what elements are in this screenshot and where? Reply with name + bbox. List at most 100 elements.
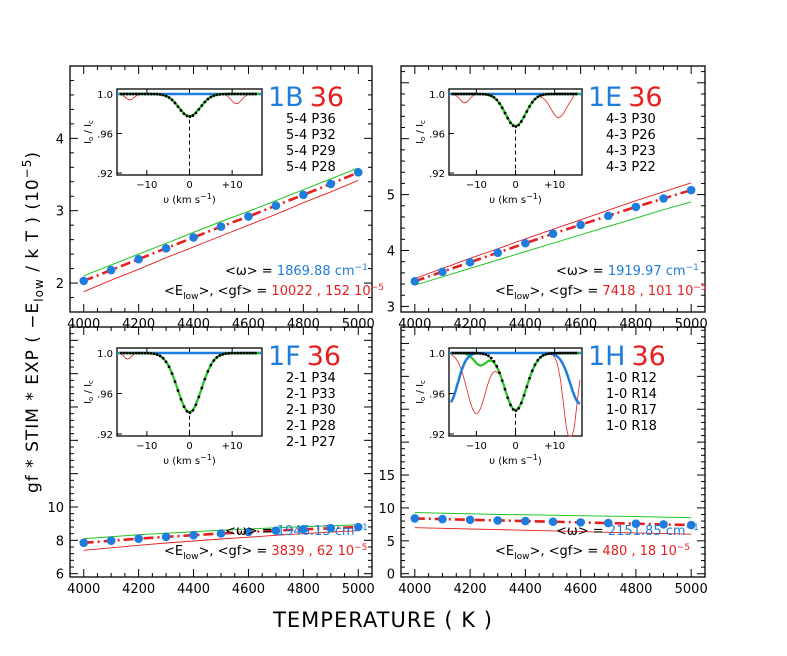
x-tick-label: 4800 (287, 582, 320, 597)
inset-observed-point (470, 92, 474, 96)
inset-observed-point (236, 92, 240, 96)
inset-observed-point (525, 385, 529, 389)
inset-observed-point (473, 92, 477, 96)
transition-label: 1-0 R17 (606, 403, 657, 418)
x-tick-label: 4200 (454, 317, 487, 332)
inset-observed-point (200, 386, 204, 390)
data-point (244, 527, 253, 537)
inset-observed-point (528, 376, 531, 380)
data-point (631, 519, 641, 529)
inset-observed-point (451, 351, 455, 355)
inset-observed-point (541, 353, 545, 357)
inset-observed-point (167, 365, 171, 369)
x-tick-label: 4000 (398, 317, 431, 332)
series-line-thin (83, 530, 359, 551)
data-point (271, 526, 281, 535)
inset-x-tick-label: 0 (512, 441, 518, 452)
inset-y-tick-label: 1.0 (429, 90, 445, 101)
data-point (326, 179, 336, 189)
inset-y-label: Io / Ic (415, 380, 427, 404)
inset-observed-point (506, 116, 510, 120)
inset-observed-point (506, 396, 510, 400)
data-point (189, 530, 198, 540)
inset-observed-point (227, 92, 231, 96)
inset-observed-point (528, 105, 531, 108)
data-point (134, 254, 143, 264)
inset-observed-point (509, 403, 512, 407)
inset-observed-point (476, 92, 479, 96)
inset-observed-point (563, 92, 567, 96)
inset-observed-point (517, 407, 521, 410)
inset-observed-point (194, 403, 198, 407)
inset-observed-point (182, 405, 186, 409)
inset-observed-point (454, 92, 458, 96)
y-tick-label: 6 (56, 568, 64, 583)
data-point (161, 532, 171, 542)
inset-x-tick-label: −10 (136, 441, 157, 452)
inset-observed-point (544, 352, 548, 356)
inset-observed-point (191, 408, 195, 412)
series-line-dash-dot (414, 517, 692, 527)
inset-x-tick-label: +10 (222, 180, 243, 191)
inset-observed-point (456, 92, 460, 96)
inset-x-label: υ (km s−1) (163, 453, 216, 467)
y-tick-label: 2 (56, 277, 64, 292)
series-line-thin (414, 527, 692, 535)
transition-label: 2-1 P30 (286, 403, 336, 418)
inset-observed-point (544, 92, 548, 96)
inset-observed-point (173, 380, 177, 384)
panel-id-label: 1F 36 (268, 341, 341, 372)
data-point (659, 194, 668, 203)
inset-observed-point (511, 124, 515, 128)
x-tick-label: 4400 (177, 582, 210, 597)
data-point (79, 276, 89, 286)
inset-y-label: Io / Ic (83, 380, 95, 404)
inset-observed-point (555, 92, 559, 96)
inset-green-model (119, 92, 260, 118)
inset-observed-point (478, 92, 482, 96)
inset-observed-point (140, 351, 144, 355)
x-tick-label: 4600 (564, 317, 597, 332)
inset-observed-point (149, 92, 153, 96)
inset-observed-point (481, 352, 485, 356)
inset-observed-point (539, 94, 542, 97)
data-point (521, 516, 530, 526)
inset-red-profile (450, 93, 580, 127)
inset-observed-point (185, 409, 189, 413)
data-point (438, 514, 447, 524)
inset-observed-point (212, 359, 216, 362)
y-tick-label: 10 (378, 502, 395, 517)
data-point (465, 515, 475, 525)
inset-y-tick-label: .92 (429, 169, 445, 180)
inset-observed-point (203, 100, 207, 104)
elow-gf-line: <Elow>, <gf> = 7418 , 101 10−5 (495, 283, 707, 302)
inset-observed-point (519, 401, 523, 405)
x-tick-label: 5000 (675, 582, 708, 597)
inset-observed-point (221, 92, 225, 96)
transition-label: 5-4 P29 (286, 144, 336, 159)
inset-observed-point (522, 394, 526, 397)
inset-observed-point (536, 358, 540, 362)
inset-y-label: Io / Ic (415, 120, 427, 144)
transition-label: 1-0 R12 (606, 371, 657, 386)
inset-observed-point (179, 109, 183, 112)
inset-observed-point (254, 351, 258, 355)
inset-observed-point (525, 110, 529, 113)
inset-observed-point (503, 111, 507, 115)
inset-observed-point (492, 360, 496, 363)
inset-observed-point (569, 92, 573, 96)
inset-observed-point (498, 101, 501, 105)
x-tick-label: 5000 (342, 582, 375, 597)
inset-x-tick-label: +10 (544, 441, 565, 452)
data-point (353, 168, 363, 177)
y-tick-label: 0 (387, 568, 395, 583)
panel-1F: 4000 4200 4400 4600 4800 5000 6 8 10 1.0 .96 .92 −10… (47, 326, 375, 597)
data-point (134, 534, 143, 543)
data-point (410, 514, 420, 523)
inset-observed-point (533, 97, 537, 101)
y-tick-label: 5 (387, 535, 395, 550)
inset-observed-point (530, 100, 534, 104)
y-tick-label: 4 (387, 245, 395, 260)
inset-observed-point (176, 389, 180, 392)
